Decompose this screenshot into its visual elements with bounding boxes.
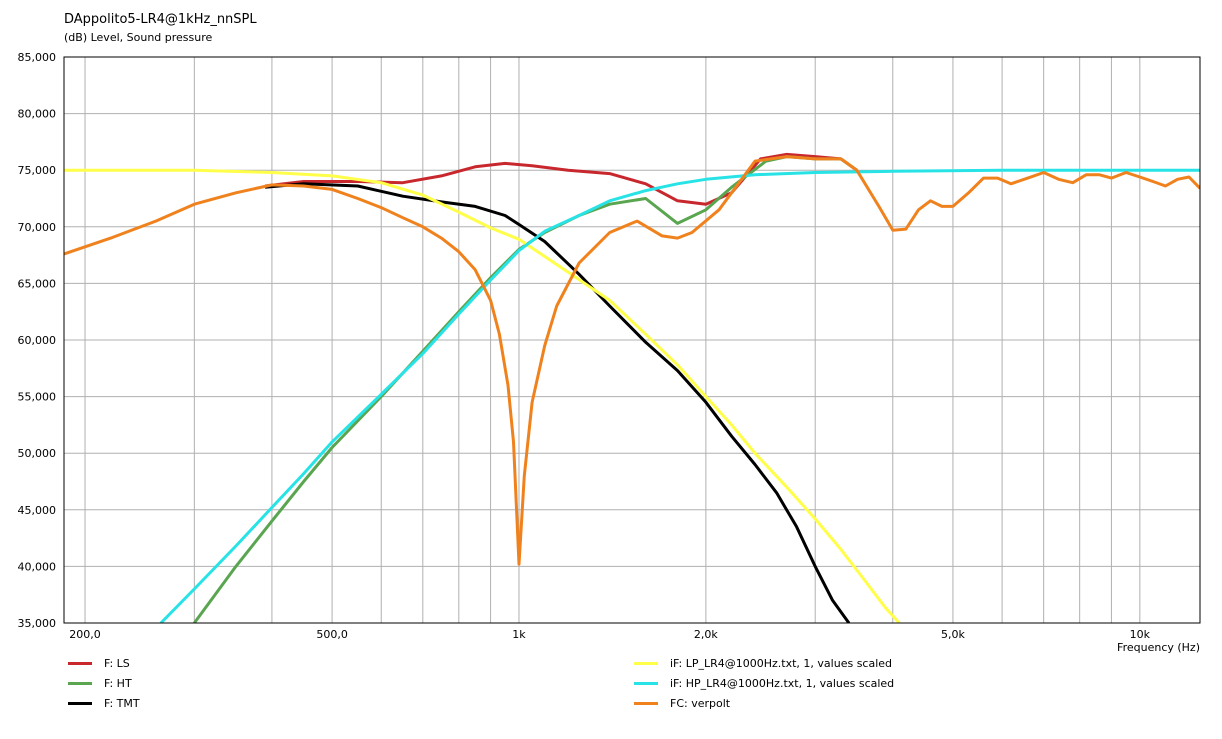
grid — [64, 56, 1200, 624]
y-tick-label: 85,000 — [18, 51, 57, 64]
legend-label: F: TMT — [104, 697, 140, 710]
series-line-4 — [159, 168, 1200, 623]
legend-swatch — [634, 662, 658, 665]
y-tick-label: 35,000 — [18, 617, 57, 630]
plot-frame — [63, 56, 1201, 624]
y-tick-label: 60,000 — [18, 334, 57, 347]
legend-swatch — [634, 702, 658, 705]
y-axis-ticks: 85,000 80,000 75,000 70,000 65,000 60,000 55,0… — [18, 51, 57, 630]
legend-label: FC: verpolt — [670, 697, 731, 710]
y-tick-label: 45,000 — [18, 504, 57, 517]
x-tick-label: 1k — [512, 628, 526, 641]
series-line-5 — [64, 155, 1200, 566]
x-axis-ticks: 200,0 500,0 1k 2,0k 5,0k 10k — [69, 628, 1150, 641]
y-tick-label: 70,000 — [18, 221, 57, 234]
legend-label: iF: LP_LR4@1000Hz.txt, 1, values scaled — [670, 657, 893, 670]
legend-label: F: LS — [104, 657, 130, 670]
series-layer — [64, 152, 1200, 623]
x-tick-label: 500,0 — [316, 628, 348, 641]
legend-swatch — [634, 682, 658, 685]
legend-swatch — [68, 702, 92, 705]
legend-label: F: HT — [104, 677, 132, 690]
series-line-0 — [264, 152, 858, 206]
y-tick-label: 50,000 — [18, 447, 57, 460]
x-tick-label: 2,0k — [694, 628, 718, 641]
x-axis-label: Frequency (Hz) — [1117, 641, 1200, 654]
legend-swatch — [68, 682, 92, 685]
y-tick-label: 40,000 — [18, 560, 57, 573]
legend-swatch — [68, 662, 92, 665]
series-line-3 — [64, 168, 901, 623]
legend-label: iF: HP_LR4@1000Hz.txt, 1, values scaled — [670, 677, 895, 690]
series-line-2 — [264, 182, 851, 623]
y-tick-label: 55,000 — [18, 391, 57, 404]
chart-title: DAppolito5-LR4@1kHz_nnSPL — [64, 12, 257, 27]
x-tick-label: 5,0k — [941, 628, 965, 641]
x-tick-label: 10k — [1130, 628, 1151, 641]
y-tick-label: 80,000 — [18, 108, 57, 121]
chart-subtitle: (dB) Level, Sound pressure — [64, 31, 213, 44]
y-tick-label: 75,000 — [18, 164, 57, 177]
x-tick-label: 200,0 — [69, 628, 101, 641]
y-tick-label: 65,000 — [18, 277, 57, 290]
